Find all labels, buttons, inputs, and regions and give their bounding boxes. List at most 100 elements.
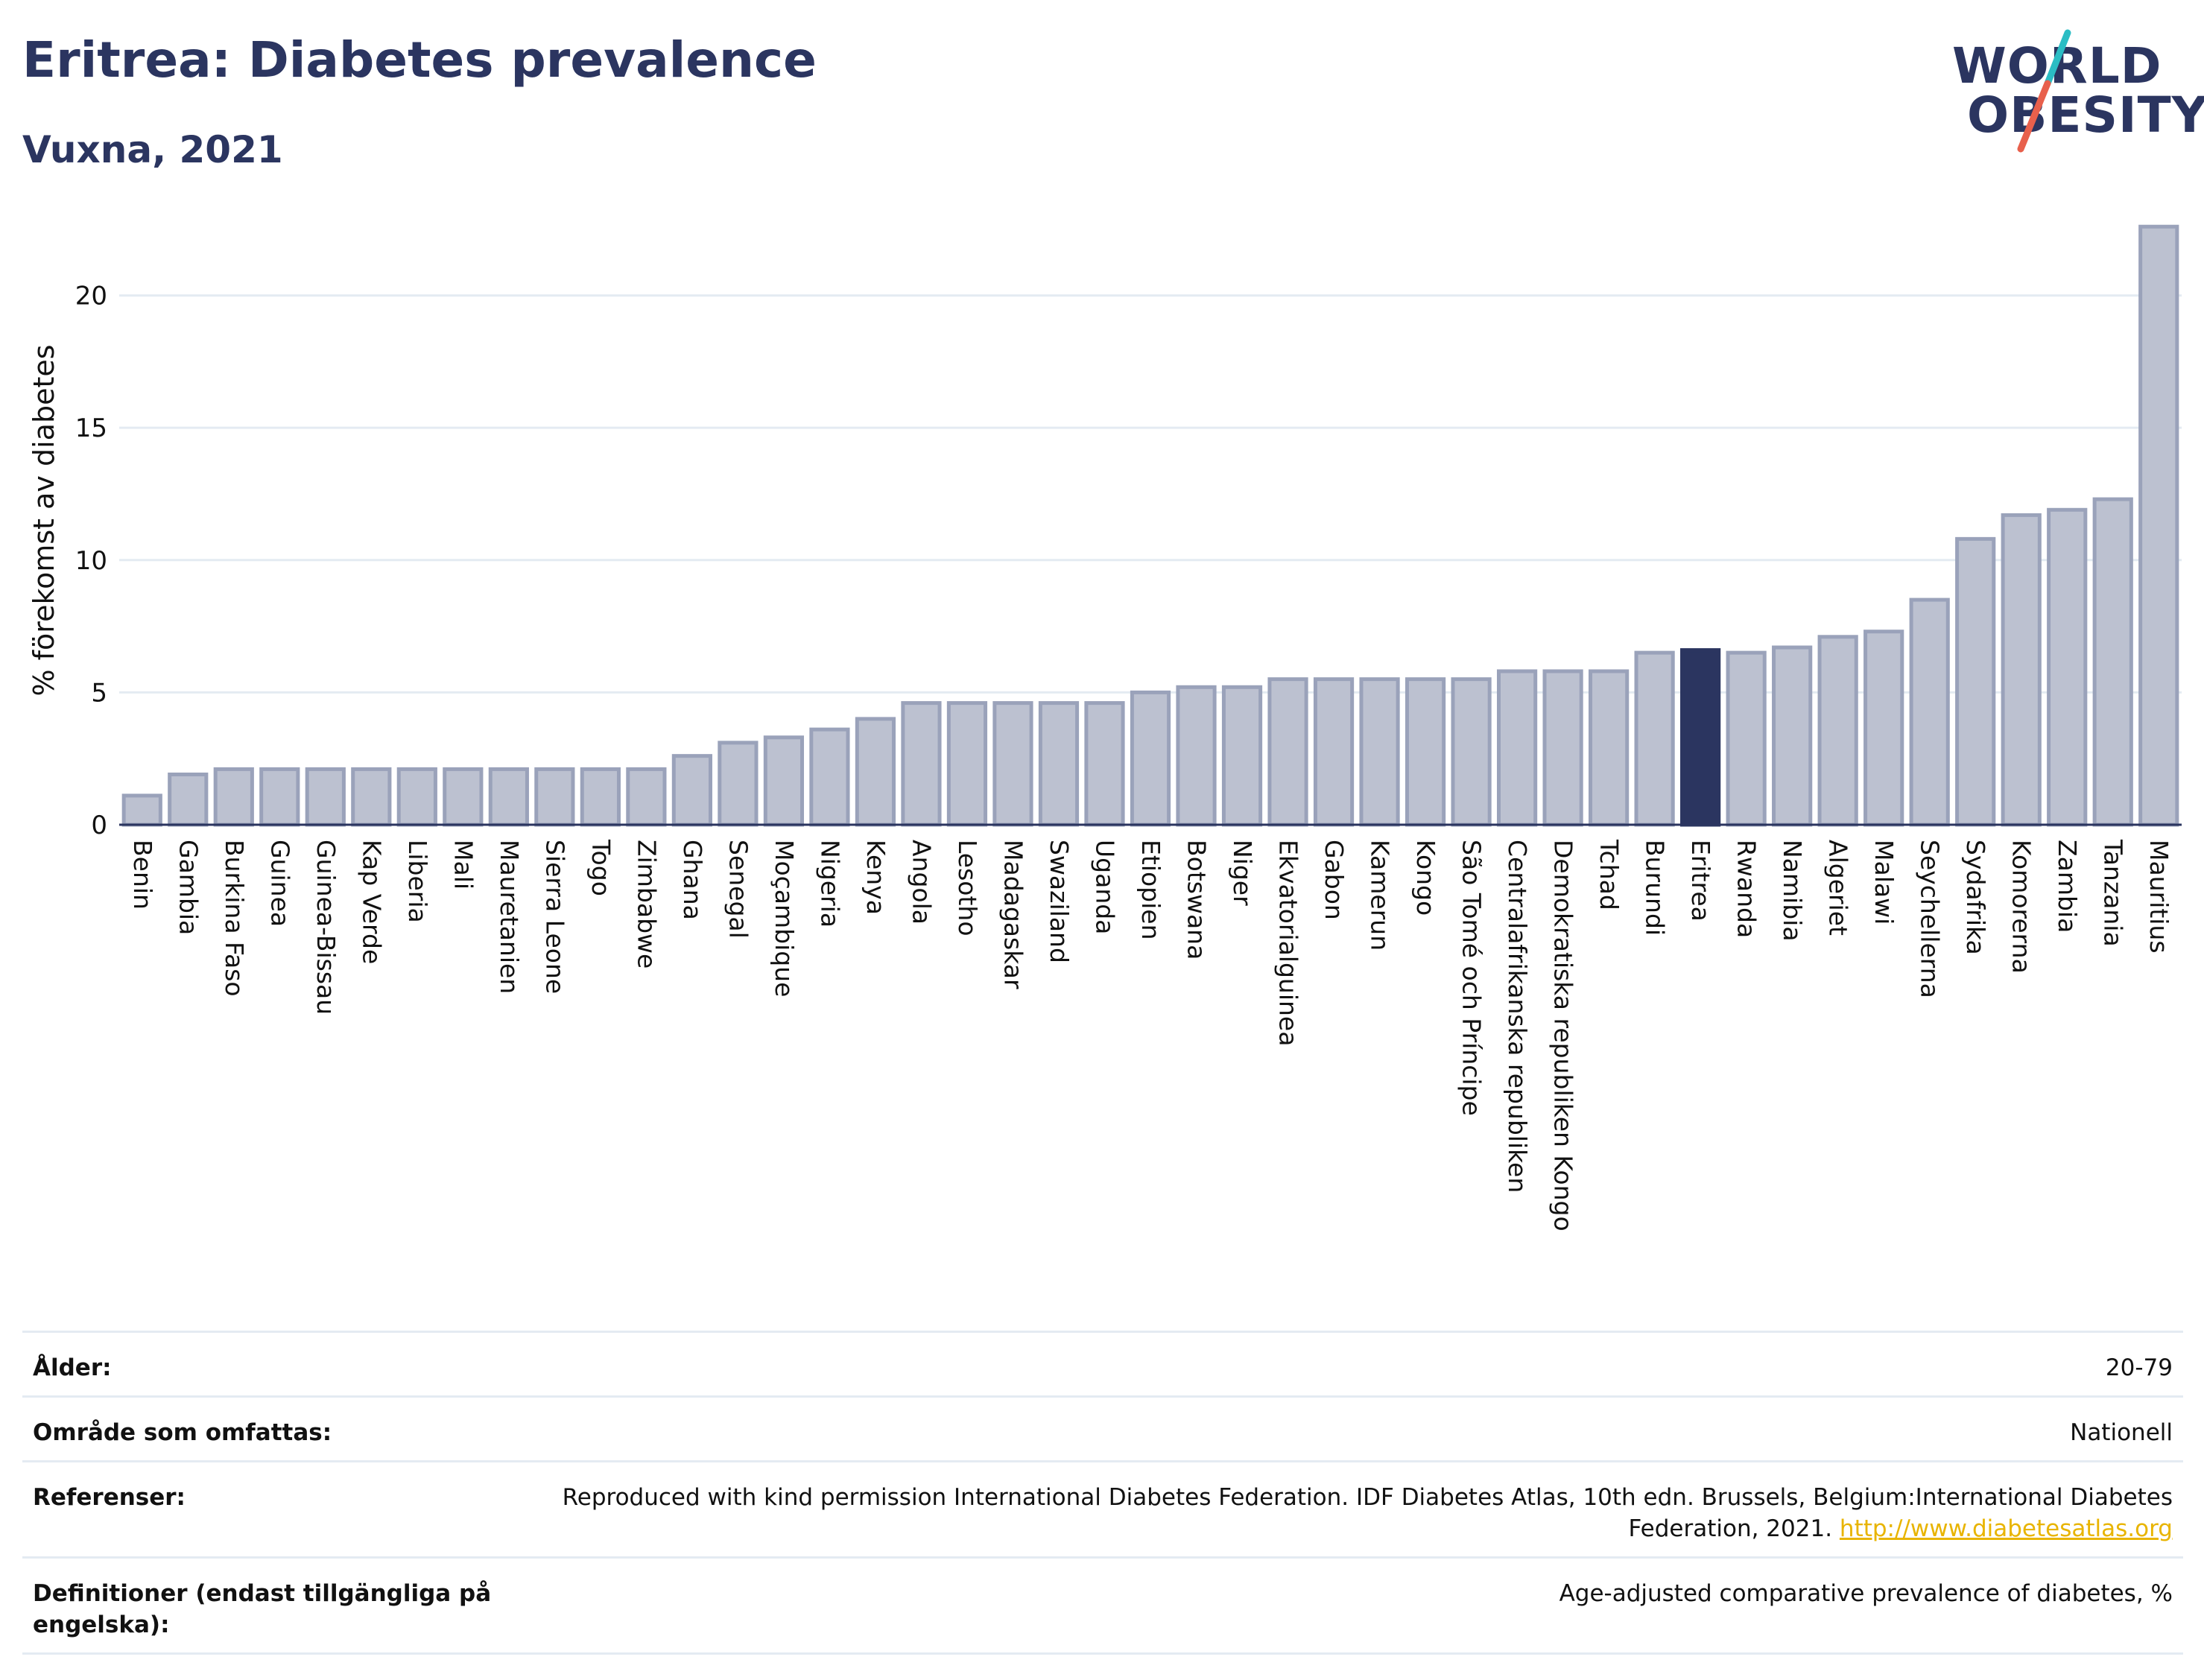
y-tick-label: 15	[75, 413, 107, 443]
info-value: Nationell	[2070, 1419, 2173, 1446]
bar-centralafrikanska-republiken	[1496, 669, 1538, 827]
x-tick-label: Benin	[128, 840, 157, 910]
x-tick-label: Swaziland	[1045, 840, 1074, 963]
x-tick-label: Zambia	[2053, 840, 2082, 933]
bar-guinea-bissau	[305, 767, 346, 827]
bar-tanzania	[2092, 497, 2133, 827]
bar-gabon	[1313, 677, 1355, 827]
x-tick-label: Ghana	[678, 840, 707, 920]
x-tick-label: Demokratiska republiken Kongo	[1549, 840, 1578, 1232]
chart-subtitle: Vuxna, 2021	[22, 128, 283, 171]
info-row-age: Ålder: 20-79	[22, 1331, 2183, 1397]
info-value: Age-adjusted comparative prevalence of d…	[1559, 1580, 2173, 1607]
bar-seychellerna	[1909, 597, 1950, 827]
bar-algeriet	[1817, 635, 1858, 827]
y-axis-label: % förekomst av diabetes	[28, 344, 60, 696]
x-tick-label: Niger	[1228, 840, 1257, 906]
bar-kenya	[855, 717, 896, 827]
info-row-references: Referenser: Reproduced with kind permiss…	[22, 1461, 2183, 1558]
y-tick-label: 0	[91, 811, 107, 840]
bar-liberia	[396, 767, 437, 827]
bar-swaziland	[1038, 701, 1080, 827]
info-row-definitions: Definitioner (endast tillgängliga på eng…	[22, 1557, 2183, 1654]
x-axis-labels: Benin Gambia Burkina Faso Guinea Guinea-Biss…	[128, 839, 2173, 1232]
x-tick-label: Malawi	[1869, 840, 1899, 925]
x-tick-label: Uganda	[1090, 840, 1119, 934]
x-tick-label: Burkina Faso	[220, 840, 249, 997]
x-tick-label: Mali	[449, 840, 478, 890]
bar-zambia	[2047, 507, 2088, 827]
bar-zimbabwe	[626, 767, 667, 827]
reference-link[interactable]: http://www.diabetesatlas.org	[1839, 1515, 2173, 1542]
info-value: 20-79	[2105, 1354, 2173, 1381]
x-tick-label: Kenya	[861, 840, 890, 915]
bar-sierra-leone	[534, 767, 575, 827]
bar-chart: 0 5 10 15 20 Benin Gambia Burkina Faso Guinea Gu…	[28, 224, 2182, 1232]
x-tick-label: Senegal	[723, 840, 753, 939]
x-tick-label: Guinea	[265, 840, 294, 927]
info-key: Definitioner (endast tillgängliga på eng…	[33, 1580, 492, 1638]
x-tick-label: Rwanda	[1732, 840, 1761, 938]
x-tick-label: Angola	[907, 840, 936, 925]
y-tick-label: 5	[91, 678, 107, 708]
x-tick-label: Centralafrikanska republiken	[1503, 840, 1532, 1193]
x-tick-label: Lesotho	[953, 840, 982, 936]
bar-togo	[580, 767, 621, 827]
bar-moçambique	[763, 735, 805, 827]
bar-namibia	[1772, 645, 1813, 827]
bar-burkina-faso	[213, 767, 254, 827]
bar-sydafrika	[1955, 536, 1996, 827]
bar-tchad	[1589, 669, 1630, 827]
x-tick-label: Kap Verde	[357, 840, 386, 964]
y-tick-label: 20	[75, 282, 107, 311]
bar-kongo	[1405, 677, 1446, 827]
logo-line-2: OBESITY	[1967, 86, 2204, 144]
info-value-reference: Reproduced with kind permission Internat…	[550, 1462, 2183, 1558]
x-tick-label: Kongo	[1411, 840, 1440, 916]
x-tick-label: Ekvatorialguinea	[1274, 840, 1303, 1046]
x-tick-label: Nigeria	[815, 840, 844, 928]
y-axis-ticks: 0 5 10 15 20	[75, 282, 107, 840]
bar-komorerna	[2001, 513, 2042, 827]
bar-mauritius	[2138, 224, 2179, 827]
bar-senegal	[718, 741, 759, 827]
x-tick-label: Algeriet	[1824, 840, 1853, 936]
x-tick-label: Sierra Leone	[540, 840, 569, 994]
x-tick-label: Gambia	[174, 840, 203, 935]
x-tick-label: Komorerna	[2007, 840, 2036, 974]
bar-botswana	[1176, 685, 1217, 827]
world-obesity-logo: WORLD OBESITY	[1937, 15, 2204, 164]
bar-gambia	[168, 773, 209, 827]
x-tick-label: Etiopien	[1136, 840, 1165, 939]
x-tick-label: Botswana	[1182, 840, 1212, 960]
info-row-coverage: Område som omfattas: Nationell	[22, 1396, 2183, 1462]
bar-kamerun	[1359, 677, 1400, 827]
bar-madagaskar	[992, 701, 1033, 827]
bar-demokratiska-republiken-kongo	[1542, 669, 1583, 827]
bar-nigeria	[809, 727, 850, 827]
x-tick-label: Eritrea	[1686, 840, 1715, 922]
bar-angola	[901, 701, 942, 827]
x-tick-label: Moçambique	[770, 840, 799, 997]
bar-benin	[121, 793, 162, 827]
bar-eritrea	[1680, 648, 1721, 827]
x-tick-label: Liberia	[403, 840, 432, 923]
x-tick-label: Tanzania	[2099, 839, 2128, 947]
bar-kap-verde	[351, 767, 392, 827]
info-key: Område som omfattas:	[33, 1419, 332, 1446]
x-tick-label: Sydafrika	[1961, 840, 1990, 955]
x-tick-label: Tchad	[1595, 839, 1624, 910]
bar-ghana	[671, 754, 712, 827]
reference-text: Reproduced with kind permission Internat…	[562, 1484, 2173, 1542]
info-table: Ålder: 20-79 Område som omfattas: Nation…	[22, 1331, 2183, 1655]
logo-slash-icon	[2017, 29, 2071, 153]
x-tick-label: Zimbabwe	[632, 840, 661, 969]
x-tick-label: Togo	[586, 839, 615, 896]
bar-malawi	[1863, 630, 1904, 827]
bars	[121, 224, 2179, 827]
bar-uganda	[1084, 701, 1125, 827]
bar-lesotho	[946, 701, 988, 827]
info-key: Referenser:	[33, 1484, 186, 1511]
bar-guinea	[259, 767, 300, 827]
x-tick-label: Burundi	[1641, 840, 1670, 936]
